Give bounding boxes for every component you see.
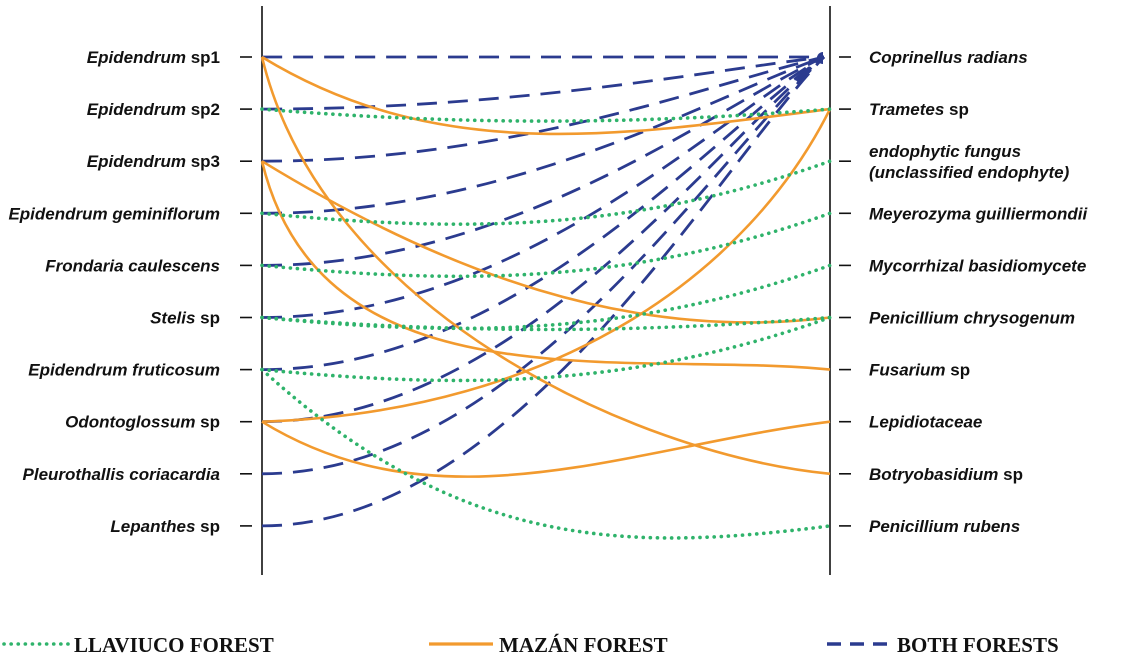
orchid-name: Epidendrum geminiflorum — [8, 204, 220, 223]
orchid-label-epidendrum-geminiflorum: Epidendrum geminiflorum — [8, 204, 220, 223]
fungus-name: Fusarium — [869, 361, 946, 380]
fungus-name: Botryobasidium — [869, 465, 998, 484]
orchid-label-epidendrum-sp2: Epidendrum sp2 — [87, 100, 220, 119]
orchid-name: Odontoglossum — [65, 413, 195, 432]
fungus-name: endophytic fungus — [869, 142, 1021, 161]
orchid-label-lepanthes-sp: Lepanthes sp — [110, 517, 220, 536]
orchid-name-suffix: sp — [195, 413, 220, 432]
orchid-name: Lepanthes — [110, 517, 195, 536]
link-epidendrum-geminiflorum-to-endophytic-fungus — [260, 159, 832, 226]
orchid-name-suffix: sp1 — [186, 48, 220, 67]
fungus-label-fusarium-sp: Fusarium sp — [869, 361, 970, 380]
orchid-label-epidendrum-sp1: Epidendrum sp1 — [87, 48, 220, 67]
orchid-name: Epidendrum — [87, 48, 186, 67]
link-stelis-sp-to-penicillium-chrysogenum — [260, 315, 832, 332]
fungus-name-suffix: sp — [998, 465, 1023, 484]
orchid-name: Epidendrum fruticosum — [28, 361, 220, 380]
ticks-layer — [240, 56, 851, 527]
link-frondaria-caulescens-to-meyerozyma-guilliermondii — [260, 211, 832, 279]
fungus-name: Coprinellus radians — [869, 48, 1028, 67]
orchid-label-epidendrum-sp3: Epidendrum sp3 — [87, 152, 220, 171]
legend-label-mazan: MAZÁN FOREST — [499, 633, 668, 657]
orchid-name-suffix: sp — [195, 517, 220, 536]
fungus-label-botryobasidium-sp: Botryobasidium sp — [869, 465, 1023, 484]
orchid-name: Frondaria caulescens — [45, 256, 220, 275]
link-epidendrum-sp2-to-coprinellus-radians — [261, 55, 825, 111]
orchid-name: Pleurothallis coriacardia — [23, 465, 220, 484]
link-epidendrum-fruticosum-to-coprinellus-radians — [261, 55, 825, 371]
orchid-name: Epidendrum — [87, 152, 186, 171]
link-epidendrum-sp2-to-trametes-sp — [260, 107, 832, 123]
orchid-name-suffix: sp3 — [186, 152, 220, 171]
orchid-label-odontoglossum-sp: Odontoglossum sp — [65, 413, 220, 432]
fungus-label-second-line: (unclassified endophyte) — [869, 163, 1070, 182]
link-lepanthes-sp-to-coprinellus-radians — [261, 56, 826, 528]
coprinellus-hub-dot — [817, 52, 823, 64]
link-epidendrum-sp3-to-penicillium-chrysogenum — [261, 160, 831, 324]
link-epidendrum-fruticosum-to-penicillium-rubens — [260, 367, 832, 540]
legend-label-llaviuco: LLAVIUCO FOREST — [74, 633, 274, 657]
link-epidendrum-sp3-to-fusarium-sp — [260, 160, 831, 371]
orchid-label-epidendrum-fruticosum: Epidendrum fruticosum — [28, 361, 220, 380]
link-stelis-sp-to-coprinellus-radians — [261, 55, 825, 319]
orchid-label-stelis-sp: Stelis sp — [150, 309, 220, 328]
fungus-name-suffix: sp — [946, 361, 971, 380]
fungus-name: Penicillium rubens — [869, 517, 1020, 536]
fungus-label-meyerozyma-guilliermondii: Meyerozyma guilliermondii — [869, 204, 1088, 223]
fungus-name: Penicillium chrysogenum — [869, 309, 1075, 328]
orchid-name-suffix: sp — [195, 309, 220, 328]
fungus-name-suffix: sp — [944, 100, 969, 119]
fungus-label-mycorrhizal-basidiomycete: Mycorrhizal basidiomycete — [869, 256, 1086, 275]
fungus-name: Mycorrhizal basidiomycete — [869, 256, 1086, 275]
fungus-label-coprinellus-radians: Coprinellus radians — [869, 48, 1028, 67]
link-epidendrum-fruticosum-to-penicillium-chrysogenum — [260, 315, 832, 383]
links-layer — [260, 55, 832, 540]
legend-label-both: BOTH FORESTS — [897, 633, 1059, 657]
link-epidendrum-geminiflorum-to-coprinellus-radians — [261, 55, 825, 215]
fungus-label-penicillium-rubens: Penicillium rubens — [869, 517, 1020, 536]
orchid-name: Stelis — [150, 309, 195, 328]
fungus-name: Meyerozyma guilliermondii — [869, 204, 1088, 223]
legend: LLAVIUCO FOREST MAZÁN FOREST BOTH FORESTS — [2, 633, 1059, 657]
link-odontoglossum-sp-to-coprinellus-radians — [261, 55, 825, 424]
orchid-label-pleurothallis-coriacardia: Pleurothallis coriacardia — [23, 465, 220, 484]
fungus-name: Lepidiotaceae — [869, 413, 982, 432]
fungus-name: Trametes — [869, 100, 944, 119]
fungus-label-endophytic-fungus: endophytic fungus — [869, 142, 1021, 161]
fungus-label-lepidiotaceae: Lepidiotaceae — [869, 413, 982, 432]
link-epidendrum-sp3-to-coprinellus-radians — [261, 55, 825, 163]
link-odontoglossum-sp-to-lepidiotaceae — [261, 420, 831, 478]
link-stelis-sp-to-mycorrhizal-basidiomycete — [260, 263, 832, 331]
orchid-label-frondaria-caulescens: Frondaria caulescens — [45, 256, 220, 275]
fungus-label-penicillium-chrysogenum: Penicillium chrysogenum — [869, 309, 1075, 328]
orchid-name: Epidendrum — [87, 100, 186, 119]
fungus-label-trametes-sp: Trametes sp — [869, 100, 969, 119]
orchid-name-suffix: sp2 — [186, 100, 220, 119]
link-epidendrum-sp1-to-trametes-sp — [261, 55, 831, 136]
link-frondaria-caulescens-to-coprinellus-radians — [261, 55, 825, 267]
